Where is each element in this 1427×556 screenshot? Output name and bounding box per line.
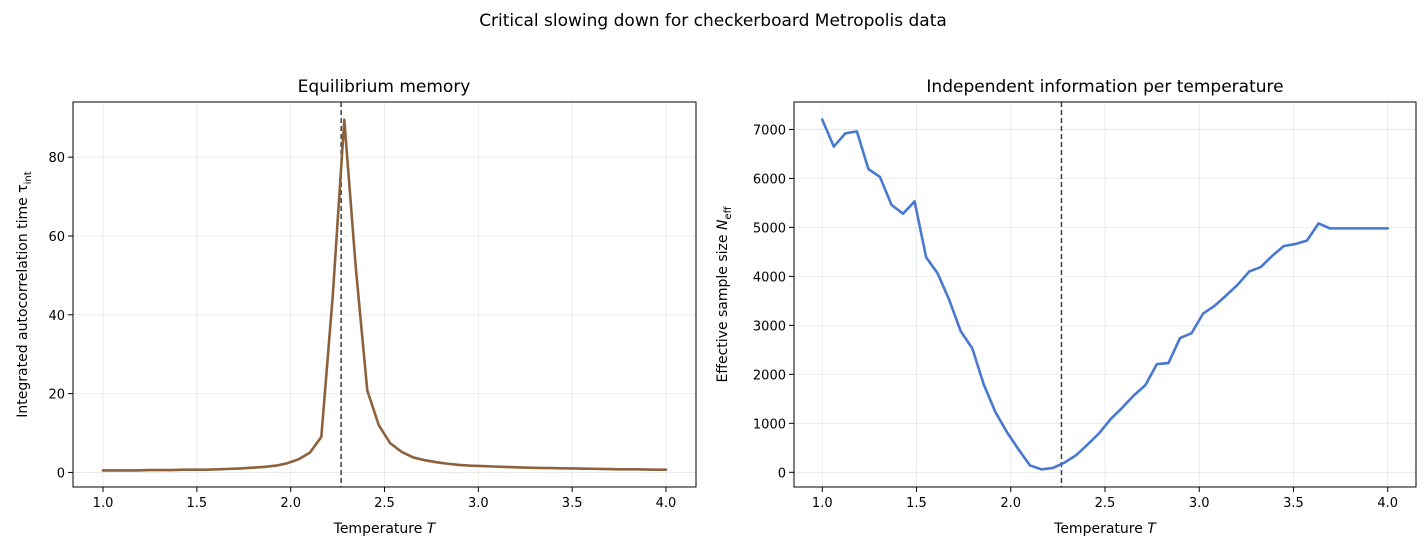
x-tick-label: 2.5	[1095, 496, 1116, 511]
y-axis-label: Integrated autocorrelation time τint	[15, 171, 34, 417]
y-tick-label: 0	[778, 466, 786, 481]
x-tick-label: 2.0	[280, 496, 301, 511]
x-axis-label: Temperature T	[333, 521, 437, 537]
x-tick-label: 3.5	[1283, 496, 1304, 511]
y-tick-label: 6000	[753, 172, 786, 187]
x-tick-label: 2.0	[1000, 496, 1021, 511]
x-tick-label: 2.5	[374, 496, 395, 511]
x-tick-label: 3.0	[468, 496, 489, 511]
x-tick-label: 3.0	[1189, 496, 1210, 511]
x-axis-label: Temperature T	[1053, 521, 1157, 537]
y-tick-label: 7000	[753, 123, 786, 138]
panel-title: Equilibrium memory	[298, 77, 471, 97]
y-axis-label: Effective sample size Neff	[715, 205, 734, 382]
panel-equilibrium-memory: Equilibrium memory 1.0 1.5 2.0 2.5 3.0 3.5 4.0…	[15, 77, 697, 537]
panel-title: Independent information per temperature	[926, 77, 1283, 97]
x-tick-label: 1.0	[812, 496, 833, 511]
x-tick-label: 1.0	[93, 496, 114, 511]
y-tick-label: 80	[48, 151, 65, 166]
x-tick-label: 4.0	[1377, 496, 1398, 511]
y-tick-label: 20	[48, 388, 65, 403]
panel-independent-information: Independent information per temperature …	[715, 77, 1417, 537]
y-tick-label: 40	[48, 309, 65, 324]
y-tick-label: 4000	[753, 270, 786, 285]
series-line	[820, 118, 1390, 471]
y-tick-label: 3000	[753, 319, 786, 334]
y-tick-label: 2000	[753, 368, 786, 383]
x-tick-label: 4.0	[656, 496, 677, 511]
figure-suptitle: Critical slowing down for checkerboard M…	[479, 11, 947, 31]
y-tick-label: 0	[57, 466, 65, 481]
x-tick-label: 1.5	[906, 496, 927, 511]
axes-frame	[793, 101, 1417, 488]
y-tick-label: 5000	[753, 221, 786, 236]
x-tick-label: 3.5	[562, 496, 583, 511]
series-line	[101, 118, 668, 472]
y-tick-label: 1000	[753, 417, 786, 432]
axes-frame	[72, 101, 697, 488]
x-tick-label: 1.5	[187, 496, 208, 511]
y-tick-label: 60	[48, 230, 65, 245]
